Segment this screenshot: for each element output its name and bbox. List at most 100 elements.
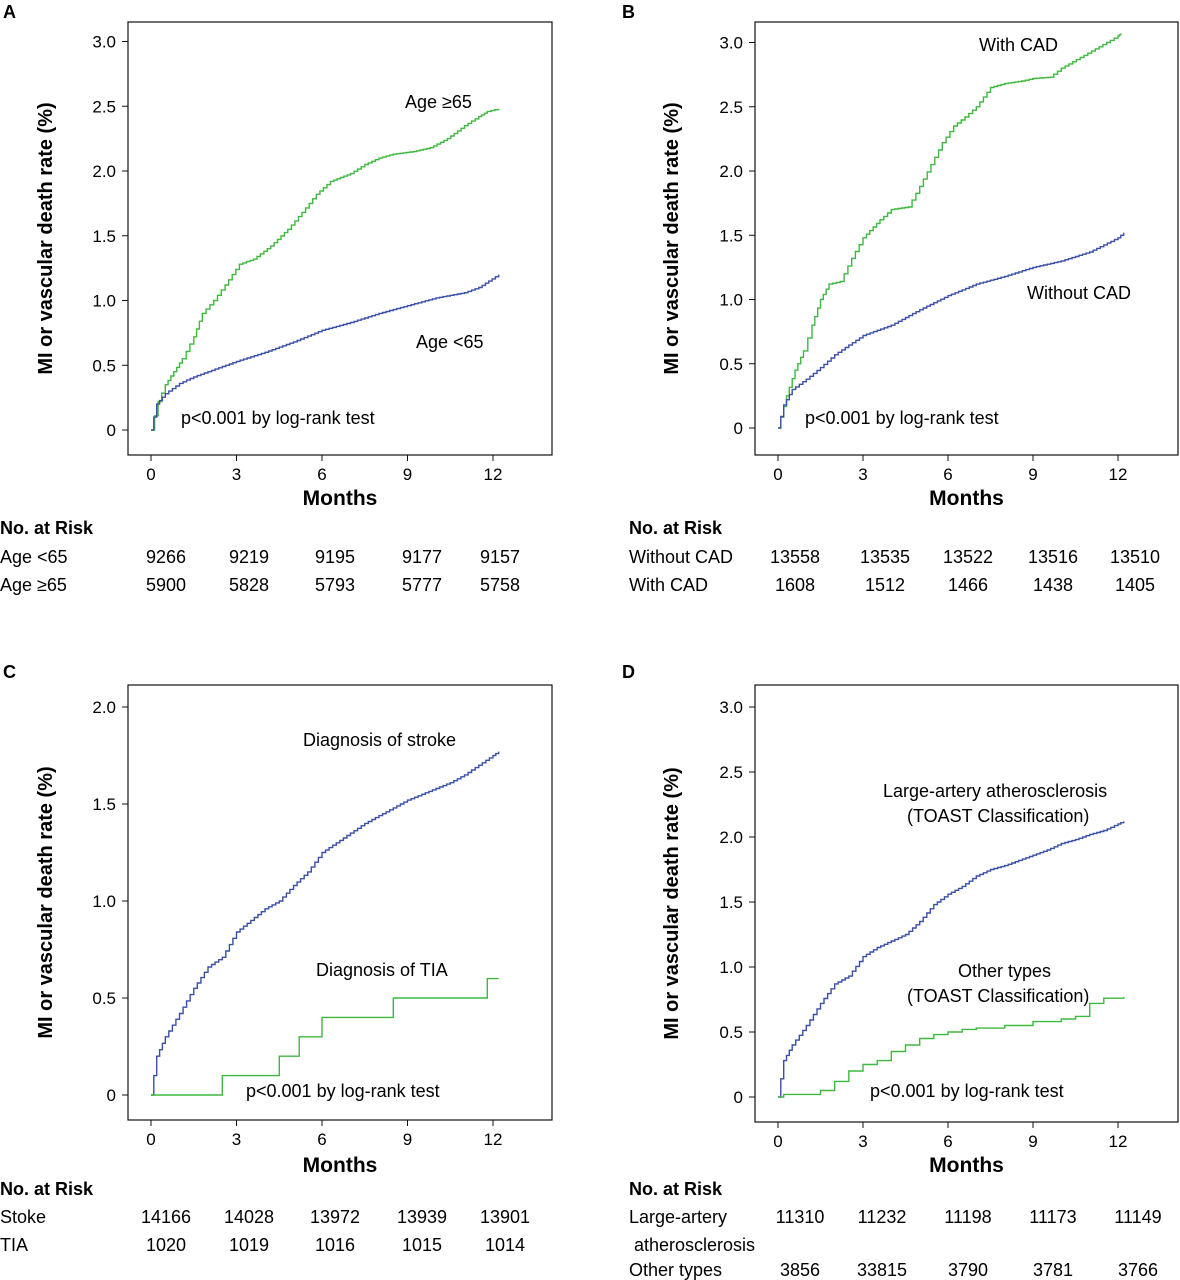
risk-value: 9195 (315, 547, 355, 567)
risk-value: 11310 (776, 1207, 825, 1227)
y-tick-label: 0.5 (719, 1023, 743, 1042)
risk-value: 11173 (1029, 1207, 1076, 1227)
y-tick-label: 3.0 (92, 33, 116, 52)
series-line-blue (151, 751, 500, 1096)
risk-value: 5777 (402, 575, 442, 595)
y-tick-label: 0.5 (92, 356, 116, 375)
risk-value: 14166 (141, 1207, 191, 1227)
plot-frame (127, 21, 553, 456)
x-tick-label: 0 (773, 465, 782, 484)
risk-value: 13558 (770, 547, 820, 567)
y-tick-label: 2.0 (719, 162, 743, 181)
risk-value: 9219 (229, 547, 269, 567)
risk-value: 9266 (146, 547, 186, 567)
y-tick-label: 2.5 (719, 763, 743, 782)
y-tick-label: 0 (107, 421, 116, 440)
risk-value: 1608 (775, 575, 815, 595)
y-tick-label: 1.0 (719, 958, 743, 977)
y-tick-label: 2.0 (719, 828, 743, 847)
p-value-annotation: p<0.001 by log-rank test (246, 1081, 440, 1101)
panel-letter-d: D (622, 662, 635, 682)
risk-value: 14028 (224, 1207, 274, 1227)
risk-value: 1020 (146, 1235, 186, 1255)
y-tick-label: 1.0 (719, 291, 743, 310)
x-tick-label: 0 (146, 1130, 155, 1149)
x-tick-label: 3 (232, 1130, 241, 1149)
risk-value: 11232 (858, 1207, 907, 1227)
risk-table-title: No. at Risk (0, 1179, 94, 1199)
risk-value: 1019 (229, 1235, 269, 1255)
risk-row-label: Other types (629, 1260, 722, 1280)
series-line-blue (778, 821, 1125, 1098)
x-tick-label: 12 (1109, 465, 1128, 484)
x-tick-label: 9 (1028, 465, 1037, 484)
risk-value: 3790 (948, 1260, 988, 1280)
series-line-green (151, 108, 500, 431)
curve-label: (TOAST Classification) (907, 986, 1089, 1006)
x-tick-label: 12 (1109, 1132, 1128, 1151)
y-tick-label: 0.5 (719, 355, 743, 374)
x-tick-label: 6 (943, 465, 952, 484)
curve-label: Diagnosis of TIA (316, 960, 448, 980)
series-line-green (151, 977, 499, 1096)
y-tick-label: 0 (107, 1086, 116, 1105)
risk-value: 13972 (310, 1207, 360, 1227)
risk-value: 3766 (1118, 1260, 1158, 1280)
risk-row-label: Age <65 (0, 547, 68, 567)
x-tick-label: 12 (484, 465, 503, 484)
risk-value: 13901 (480, 1207, 530, 1227)
risk-row-label: Age ≥65 (0, 575, 67, 595)
risk-table-title: No. at Risk (629, 1179, 723, 1199)
risk-table-title: No. at Risk (629, 518, 723, 538)
risk-table-title: No. at Risk (0, 518, 94, 538)
series-line-blue (151, 274, 500, 431)
x-axis-label: Months (929, 487, 1004, 510)
curve-label: Without CAD (1027, 283, 1131, 303)
x-tick-label: 3 (232, 465, 241, 484)
y-tick-label: 1.5 (719, 226, 743, 245)
risk-value: 1405 (1115, 575, 1155, 595)
curve-label: (TOAST Classification) (907, 806, 1089, 826)
x-tick-label: 9 (403, 465, 412, 484)
y-axis-label: MI or vascular death rate (%) (661, 102, 683, 374)
p-value-annotation: p<0.001 by log-rank test (870, 1081, 1064, 1101)
risk-value: 13516 (1028, 547, 1078, 567)
risk-row-label: With CAD (629, 575, 708, 595)
curve-label: Diagnosis of stroke (303, 730, 456, 750)
y-tick-label: 3.0 (719, 34, 743, 53)
curve-label: With CAD (979, 35, 1058, 55)
risk-value: 9157 (480, 547, 520, 567)
risk-value: 5900 (146, 575, 186, 595)
risk-value: 13522 (943, 547, 993, 567)
plot-frame (754, 21, 1179, 456)
risk-value: 11149 (1114, 1207, 1161, 1227)
plot-frame (127, 684, 553, 1121)
risk-value: 1015 (402, 1235, 442, 1255)
risk-value: 3856 (780, 1260, 820, 1280)
y-axis-label: MI or vascular death rate (%) (661, 767, 683, 1039)
y-tick-label: 2.5 (92, 97, 116, 116)
risk-value: 5793 (315, 575, 355, 595)
panel-letter-c: C (3, 662, 16, 682)
risk-value: 13535 (860, 547, 910, 567)
x-tick-label: 0 (773, 1132, 782, 1151)
risk-value: 13510 (1110, 547, 1160, 567)
x-tick-label: 6 (943, 1132, 952, 1151)
risk-value: 9177 (402, 547, 442, 567)
p-value-annotation: p<0.001 by log-rank test (805, 408, 999, 428)
risk-value: 1512 (865, 575, 905, 595)
risk-value: 1438 (1033, 575, 1073, 595)
risk-row-label: Stoke (0, 1207, 46, 1227)
x-tick-label: 3 (858, 465, 867, 484)
risk-value: 1014 (485, 1235, 525, 1255)
risk-value: 5828 (229, 575, 269, 595)
series-line-green (778, 33, 1122, 429)
risk-row-label: atherosclerosis (634, 1235, 755, 1255)
x-tick-label: 0 (146, 465, 155, 484)
plot-frame (754, 684, 1179, 1123)
x-axis-label: Months (929, 1154, 1004, 1177)
x-tick-label: 9 (403, 1130, 412, 1149)
x-axis-label: Months (303, 1154, 378, 1177)
y-axis-label: MI or vascular death rate (%) (35, 102, 57, 374)
x-axis-label: Months (303, 487, 378, 510)
